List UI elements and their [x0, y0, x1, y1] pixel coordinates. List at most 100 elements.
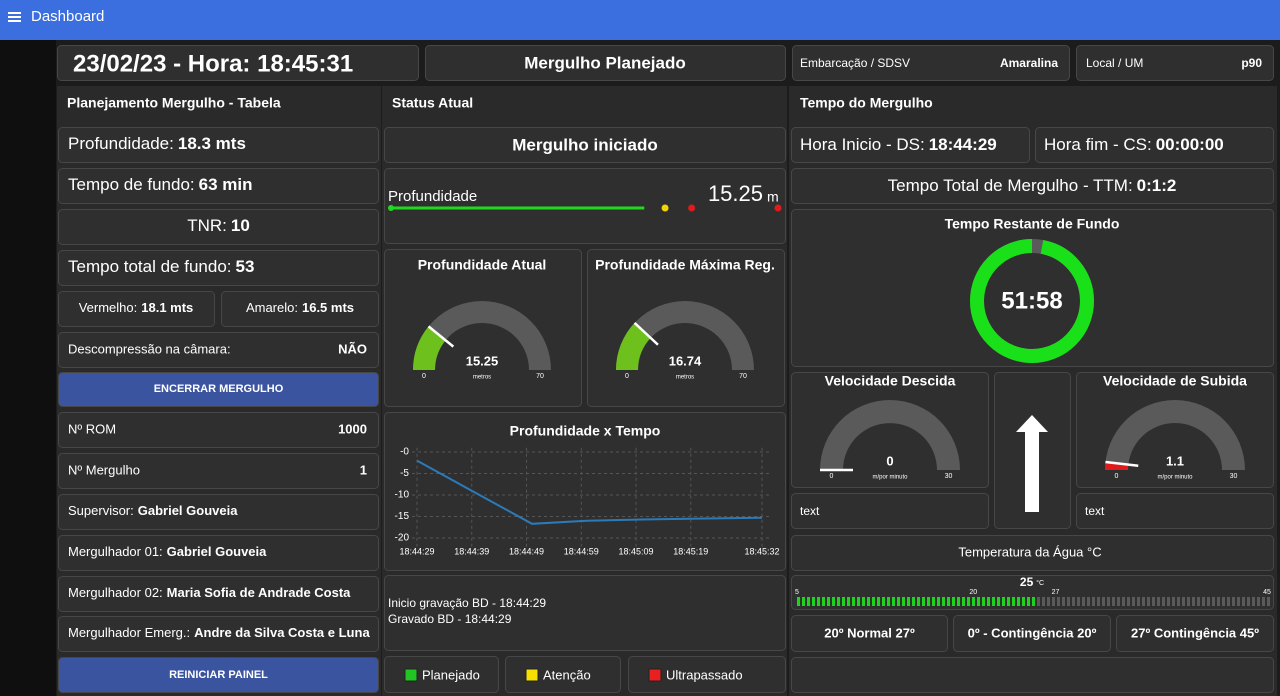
temp-bar [902, 597, 905, 606]
button-label: ENCERRAR MERGULHO [154, 383, 284, 395]
temp-bar [887, 597, 890, 606]
gauge-max: 70 [739, 373, 747, 380]
temp-bar [1022, 597, 1025, 606]
log-line: Inicio gravação BD - 18:44:29 [388, 596, 546, 610]
label: Tempo Total de Mergulho - TTM: [888, 176, 1133, 195]
scale-bar [1127, 597, 1130, 606]
legend-label: Atenção [543, 667, 591, 682]
menu-icon[interactable] [8, 12, 21, 22]
card [58, 127, 379, 163]
scale-bar [1082, 597, 1085, 606]
temp-bar [997, 597, 1000, 606]
value: 10 [231, 216, 250, 235]
card [1076, 493, 1274, 529]
label: Mergulhador 02: [68, 585, 163, 600]
temp-bar [1007, 597, 1010, 606]
depth-line [416, 459, 763, 525]
temp-bar [977, 597, 980, 606]
label: Tempo de fundo: [68, 175, 195, 194]
y-tick-label: -0 [400, 447, 409, 458]
value: 0:1:2 [1137, 176, 1177, 195]
scale-bar [1232, 597, 1235, 606]
scale-bar [1072, 597, 1075, 606]
label: Profundidade: [68, 134, 174, 153]
scale-bar [1037, 597, 1040, 606]
label: Descompressão na câmara: [68, 341, 231, 356]
gauge-track [1105, 400, 1245, 470]
gauge-fill [616, 322, 651, 370]
gauge-needle [427, 325, 455, 348]
label: Hora Inicio - DS: [800, 135, 925, 154]
scale-bar [1097, 597, 1100, 606]
section-title: Status Atual [392, 95, 473, 111]
temp-bar [987, 597, 990, 606]
note: text [800, 504, 820, 518]
gauge-track [616, 301, 754, 370]
scale-bar [1042, 597, 1045, 606]
gauge-fill [413, 326, 446, 370]
menu-line [8, 20, 21, 22]
button[interactable] [58, 372, 379, 407]
scale-bar [1242, 597, 1245, 606]
label: Vermelho: [79, 300, 138, 315]
scale-bar [1227, 597, 1230, 606]
section-label: Temperatura da Água °C [958, 544, 1101, 559]
tick-label: 5 [795, 589, 799, 596]
label-value: Vermelho: 18.1 mts [79, 300, 194, 315]
label: Supervisor: [68, 503, 134, 518]
menu-line [8, 12, 21, 14]
gauge-track [413, 301, 551, 370]
temp-bar [877, 597, 880, 606]
scale-bar [1147, 597, 1150, 606]
scale-bar [1182, 597, 1185, 606]
temp-bar [802, 597, 805, 606]
label-value: Profundidade: 18.3 mts [68, 134, 246, 153]
card [791, 168, 1274, 204]
dot [388, 205, 394, 211]
legend-label: Ultrapassado [666, 667, 743, 682]
label-value: Mergulhador Emerg.: Andre da Silva Costa … [68, 625, 370, 640]
button[interactable] [58, 657, 379, 693]
temp-bar [857, 597, 860, 606]
scale-bar [1152, 597, 1155, 606]
gauge-title: Velocidade de Subida [1103, 373, 1247, 389]
gauge-track [820, 400, 960, 470]
temp-bar [832, 597, 835, 606]
temp-bar [972, 597, 975, 606]
x-tick-label: 18:45:32 [744, 546, 779, 556]
top-bar [0, 0, 1280, 40]
donut-title: Tempo Restante de Fundo [945, 216, 1120, 232]
card [792, 45, 1070, 81]
status: Mergulho Planejado [524, 53, 686, 72]
state: Mergulho iniciado [512, 135, 657, 154]
legend-swatch [648, 668, 662, 682]
card [791, 493, 989, 529]
temp-bar [982, 597, 985, 606]
label: Mergulhador Emerg.: [68, 625, 190, 640]
label: Nº Mergulho [68, 462, 140, 477]
card [58, 535, 379, 571]
arrow-up [1016, 415, 1048, 512]
scale-bar [1267, 597, 1270, 606]
scale-bar [1112, 597, 1115, 606]
range-card [791, 615, 948, 652]
temp-bar [867, 597, 870, 606]
temp-bar [872, 597, 875, 606]
card [1035, 127, 1274, 163]
x-tick-label: 18:45:09 [619, 546, 654, 556]
temp-bar [992, 597, 995, 606]
chart-title: Profundidade x Tempo [510, 423, 661, 439]
label-value: Tempo total de fundo: 53 [68, 257, 254, 276]
label: Profundidade [388, 188, 477, 205]
card [58, 291, 215, 327]
range-card [1116, 615, 1274, 652]
scale-bar [1252, 597, 1255, 606]
y-tick-label: -10 [395, 490, 410, 501]
label-value: Hora Inicio - DS: 18:44:29 [800, 135, 997, 154]
scale-bar [1132, 597, 1135, 606]
value: Amaralina [1000, 56, 1058, 70]
temp-bar [862, 597, 865, 606]
x-tick-label: 18:44:29 [399, 546, 434, 556]
temp-bar [937, 597, 940, 606]
value: 18.1 mts [141, 300, 193, 315]
